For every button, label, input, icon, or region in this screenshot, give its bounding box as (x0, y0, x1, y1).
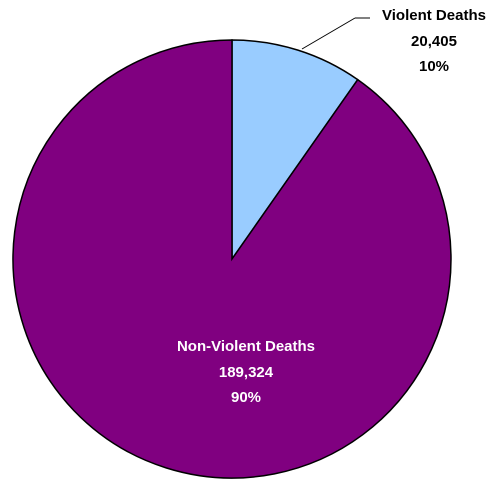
slice-label-name: Violent Deaths (382, 7, 486, 24)
label-non-violent-deaths: Non-Violent Deaths 189,324 90% (177, 338, 315, 406)
slice-label-percent: 90% (231, 389, 261, 406)
pie-slice-non-violent-deaths (12, 39, 452, 479)
slice-label-percent: 10% (419, 58, 449, 75)
leader-line-violent-deaths (301, 17, 356, 50)
slice-label-name: Non-Violent Deaths (177, 338, 315, 355)
pie-slices (12, 39, 452, 479)
pie-slice-violent-deaths (231, 39, 359, 262)
label-violent-deaths: Violent Deaths 20,405 10% (382, 7, 486, 75)
slice-label-value: 20,405 (411, 33, 457, 50)
slice-label-value: 189,324 (219, 364, 274, 381)
